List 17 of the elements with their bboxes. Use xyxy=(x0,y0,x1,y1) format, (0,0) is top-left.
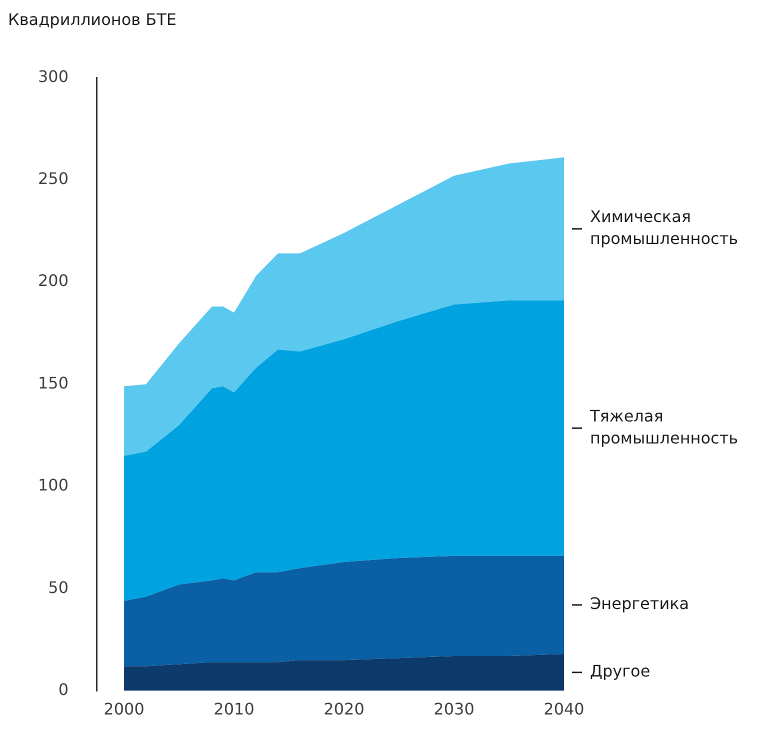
x-tick-label: 2010 xyxy=(214,700,254,719)
series-label: Энергетика xyxy=(590,594,690,614)
y-tick-label: 200 xyxy=(38,271,69,290)
y-tick-label: 0 xyxy=(58,680,69,699)
x-tick-label: 2030 xyxy=(434,700,474,719)
x-tick-label: 2020 xyxy=(324,700,364,719)
series-label: Тяжелая промышленность xyxy=(589,406,738,448)
y-axis-title: Квадриллионов БТЕ xyxy=(8,10,176,29)
x-tick-label: 2040 xyxy=(544,700,584,719)
y-tick-label: 50 xyxy=(48,578,69,597)
y-tick-label: 250 xyxy=(38,168,69,188)
y-tick-label: 300 xyxy=(38,66,69,86)
series-label: Другое xyxy=(590,662,650,681)
y-tick-label: 150 xyxy=(38,373,69,392)
series-label: Химическая промышленность xyxy=(590,207,738,248)
x-tick-label: 2000 xyxy=(104,700,144,719)
y-tick-label: 100 xyxy=(38,476,69,495)
